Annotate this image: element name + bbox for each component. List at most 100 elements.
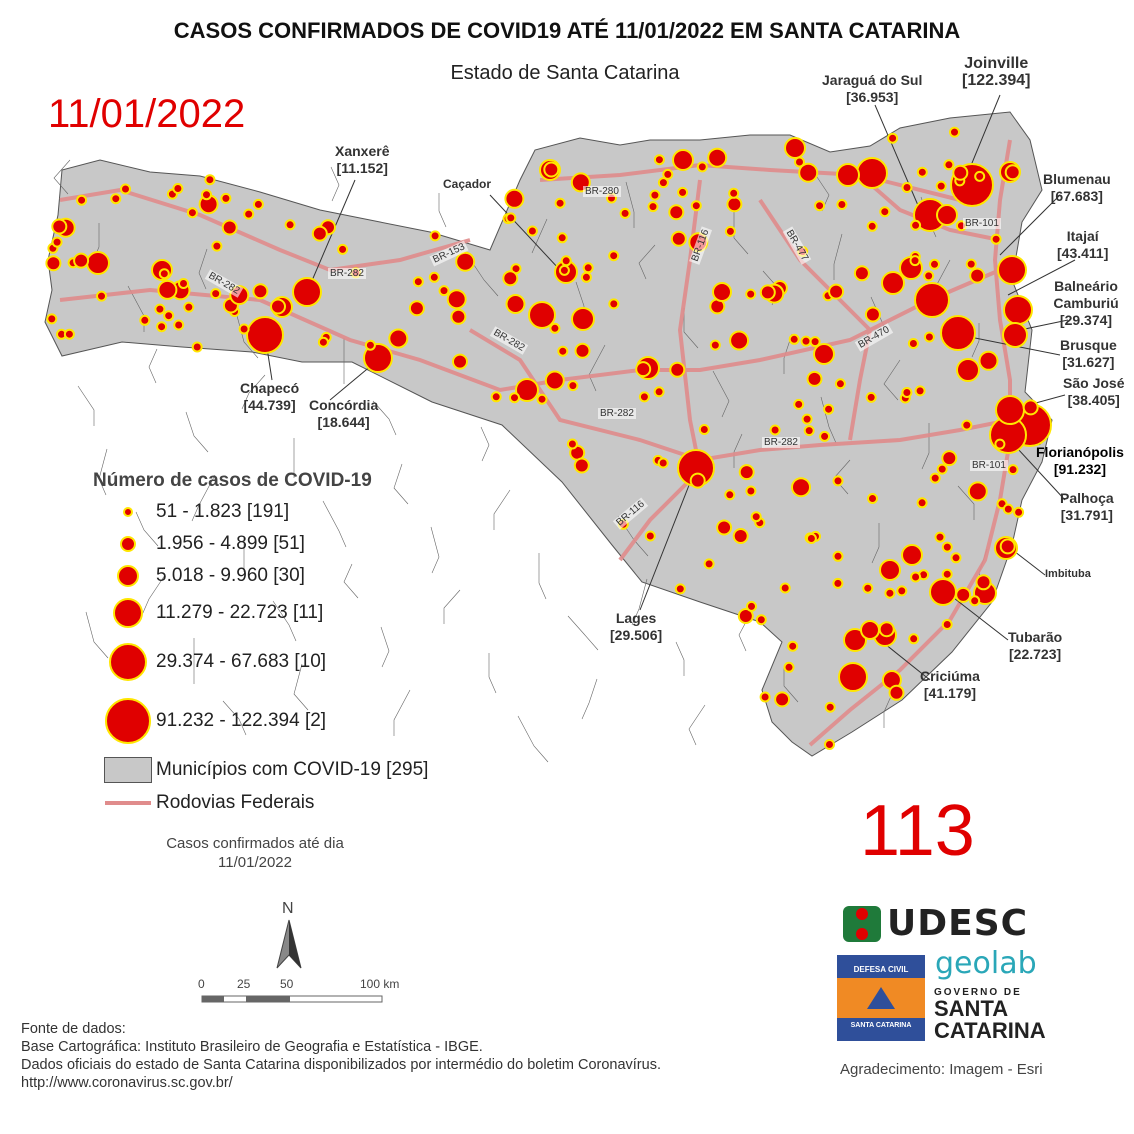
circle-icon [123,507,133,517]
case-circle [549,322,561,334]
legend-item: 11.279 - 22.723 [11] [100,598,323,628]
case-circle [172,183,184,194]
case-circle [975,574,992,591]
case-circle [923,331,935,343]
case-circle [974,170,986,182]
case-circle [755,614,767,626]
label-sao-jose: São José [38.405] [1063,375,1125,408]
case-circle [670,230,687,247]
case-circle [619,207,631,219]
case-circle [429,230,441,242]
case-circle [929,258,940,270]
case-circle [238,323,250,335]
road-label: BR-282 [598,408,636,419]
case-circle [867,493,878,504]
case-circle [941,541,953,553]
case-circle [836,163,860,187]
leader-line [489,194,561,271]
case-circle [929,472,941,484]
case-circle [76,194,88,206]
municipality-boundary [443,589,461,624]
case-circle [901,544,923,566]
case-circle [157,279,178,300]
case-circle [999,538,1016,555]
municipality-boundary [77,385,95,426]
case-circle [923,270,935,282]
map-title: CASOS CONFIRMADOS DE COVID19 ATÉ 11/01/2… [173,18,961,43]
case-circle [779,582,791,594]
legend-item: 51 - 1.823 [191] [100,497,289,527]
case-circle [644,530,656,542]
case-circle [724,489,736,501]
case-circle [866,220,878,232]
municipality-boundary [322,500,347,548]
case-circle [800,335,812,347]
case-circle [995,395,1025,425]
municipality-boundary [235,311,259,359]
circle-icon [113,598,143,628]
case-circle [843,628,867,652]
case-circle [732,528,749,544]
scale-tick: 50 [280,977,294,991]
case-circle [935,180,947,192]
case-circle [824,701,836,713]
circle-icon [109,643,147,681]
data-sources: Fonte de dados: Base Cartográfica: Insti… [21,1021,661,1091]
case-circle [554,197,566,209]
case-circle [311,225,328,242]
case-circle [504,188,525,209]
municipality-boundary [921,423,930,470]
case-circle [674,583,686,595]
case-circle [696,161,708,173]
source-link[interactable]: http://www.coronavirus.sc.gov.br/ [21,1075,233,1091]
geolab-logo: geolab [935,946,1037,981]
case-circle [556,232,568,244]
case-circle [364,339,376,351]
case-circle [558,264,570,276]
case-circle [526,225,538,237]
case-circle [252,198,264,210]
case-circle [221,219,238,236]
legend-item: Municípios com COVID-19 [295] [100,755,428,785]
credits: Agradecimento: Imagem - Esri [840,1061,1043,1078]
case-circle [950,552,962,564]
case-circle [270,298,286,315]
case-circle [363,343,393,373]
municipality-boundary [191,474,216,522]
state-outline [44,111,1053,757]
case-circle [668,204,685,221]
case-circle [45,255,62,272]
label-imbituba: Imbituba [1045,568,1091,580]
case-circle [490,391,502,403]
case-circle [709,339,721,351]
case-circle [901,387,913,398]
municipality-boundary [783,668,799,703]
governo-sc-logo: GOVERNO DE SANTA CATARINA [934,987,1046,1043]
case-circle [791,477,811,498]
circle-icon [120,536,136,552]
municipality-boundary [141,574,166,616]
label-brusque: Brusque [31.627] [1060,337,1117,370]
road-label: BR-280 [583,186,621,197]
scale-bar [201,919,383,1003]
municipality-boundary [85,611,109,659]
case-circle [1003,295,1033,325]
case-circle [156,321,168,333]
case-circle [657,177,669,189]
municipality-boundary [135,511,159,547]
case-circle [502,270,519,287]
case-circle [832,550,844,562]
case-circle [560,255,572,267]
case-circle [204,174,216,186]
case-circle [881,271,905,295]
case-circle [509,392,520,404]
case-circle [707,147,728,168]
case-circle [943,159,955,171]
case-circle [916,166,928,178]
municipality-boundary [148,348,158,384]
case-circle [388,328,409,349]
case-circle [716,519,733,536]
map-subtitle: Estado de Santa Catarina [450,62,680,84]
case-circle [1002,503,1014,515]
legend-item: 91.232 - 122.394 [2] [100,698,326,744]
